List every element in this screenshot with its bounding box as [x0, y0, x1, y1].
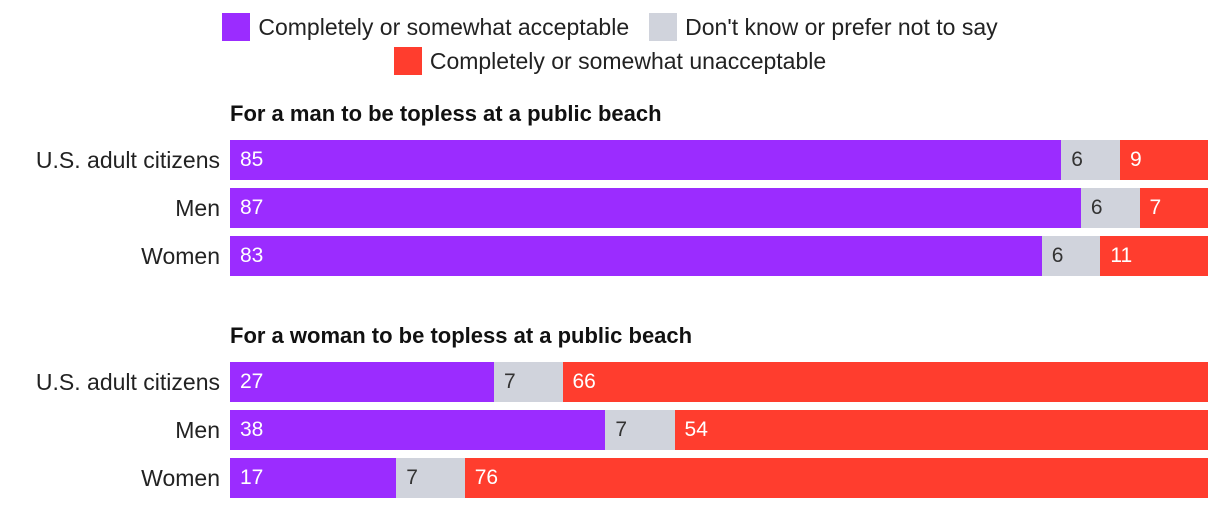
stacked-bar: 85 6 9	[230, 140, 1208, 180]
stacked-bar: 38 7 54	[230, 410, 1208, 450]
chart-legend: Completely or somewhat acceptable Don't …	[0, 10, 1220, 78]
data-label-unacceptable: 76	[474, 466, 499, 489]
bar-segment-unacceptable: 7	[1139, 188, 1208, 228]
legend-swatch-acceptable	[222, 13, 251, 41]
category-label: U.S. adult citizens	[35, 369, 220, 395]
legend-item-unacceptable: Completely or somewhat unacceptable	[393, 47, 827, 75]
data-label-unacceptable: 9	[1129, 148, 1142, 171]
bar-segment-dont-know: 7	[605, 410, 675, 450]
category-label: U.S. adult citizens	[35, 147, 220, 173]
legend-row-1: Completely or somewhat acceptable Don't …	[0, 10, 1220, 44]
category-label: Men	[175, 195, 220, 221]
bar-segment-acceptable: 38	[230, 410, 606, 450]
bar-segment-dont-know: 6	[1041, 236, 1101, 276]
legend-row-2: Completely or somewhat unacceptable	[0, 44, 1220, 78]
legend-swatch-unacceptable	[393, 47, 422, 75]
legend-swatch-dont-know	[649, 13, 678, 41]
chart-title-woman-topless: For a woman to be topless at a public be…	[230, 323, 693, 348]
data-label-dont-know: 6	[1051, 244, 1064, 267]
legend-label-unacceptable: Completely or somewhat unacceptable	[429, 47, 827, 74]
legend-item-dont-know: Don't know or prefer not to say	[649, 13, 998, 41]
legend-label-dont-know: Don't know or prefer not to say	[685, 13, 998, 40]
bar-segment-unacceptable: 11	[1100, 236, 1208, 276]
bar-segment-unacceptable: 66	[562, 362, 1208, 402]
data-label-acceptable: 27	[240, 370, 264, 393]
bar-segment-dont-know: 7	[494, 362, 563, 402]
bar-segment-acceptable: 87	[230, 188, 1081, 228]
category-label: Men	[175, 417, 220, 443]
chart-title-man-topless: For a man to be topless at a public beac…	[230, 101, 662, 126]
bar-row-woman-women: Women 17 7 76	[0, 458, 1220, 498]
bar-segment-unacceptable: 76	[464, 458, 1208, 498]
data-label-dont-know: 6	[1071, 148, 1083, 171]
data-label-acceptable: 38	[240, 418, 264, 441]
bar-segment-acceptable: 17	[230, 458, 397, 498]
bar-row-man-men: Men 87 6 7	[0, 188, 1220, 228]
bar-row-man-u-s-adult-citizens: U.S. adult citizens 85 6 9	[0, 140, 1220, 180]
data-label-acceptable: 85	[240, 148, 264, 171]
bar-segment-acceptable: 83	[230, 236, 1042, 276]
stacked-bar: 17 7 76	[230, 458, 1208, 498]
data-label-acceptable: 83	[240, 244, 264, 267]
bar-row-man-women: Women 83 6 11	[0, 236, 1220, 276]
data-label-acceptable: 17	[240, 466, 264, 489]
bar-segment-unacceptable: 54	[674, 410, 1208, 450]
data-label-unacceptable: 11	[1110, 244, 1133, 267]
bar-row-woman-men: Men 38 7 54	[0, 410, 1220, 450]
legend-item-acceptable: Completely or somewhat acceptable	[222, 13, 629, 41]
bar-segment-acceptable: 85	[230, 140, 1062, 180]
bar-segment-unacceptable: 9	[1119, 140, 1208, 180]
stacked-bar: 83 6 11	[230, 236, 1208, 276]
bar-segment-dont-know: 7	[396, 458, 465, 498]
data-label-unacceptable: 66	[572, 370, 596, 393]
category-label: Women	[141, 465, 220, 491]
data-label-dont-know: 7	[504, 370, 516, 393]
data-label-dont-know: 7	[406, 466, 418, 489]
data-label-unacceptable: 54	[684, 418, 708, 441]
category-label: Women	[141, 243, 220, 269]
data-label-dont-know: 7	[615, 418, 628, 441]
data-label-acceptable: 87	[240, 196, 264, 219]
bar-segment-dont-know: 6	[1080, 188, 1140, 228]
bar-segment-dont-know: 6	[1061, 140, 1120, 180]
stacked-bar: 27 7 66	[230, 362, 1208, 402]
stacked-bar: 87 6 7	[230, 188, 1208, 228]
bar-segment-acceptable: 27	[230, 362, 495, 402]
data-label-dont-know: 6	[1090, 196, 1103, 219]
legend-label-acceptable: Completely or somewhat acceptable	[258, 13, 630, 40]
bar-row-woman-u-s-adult-citizens: U.S. adult citizens 27 7 66	[0, 362, 1220, 402]
data-label-unacceptable: 7	[1149, 196, 1162, 219]
